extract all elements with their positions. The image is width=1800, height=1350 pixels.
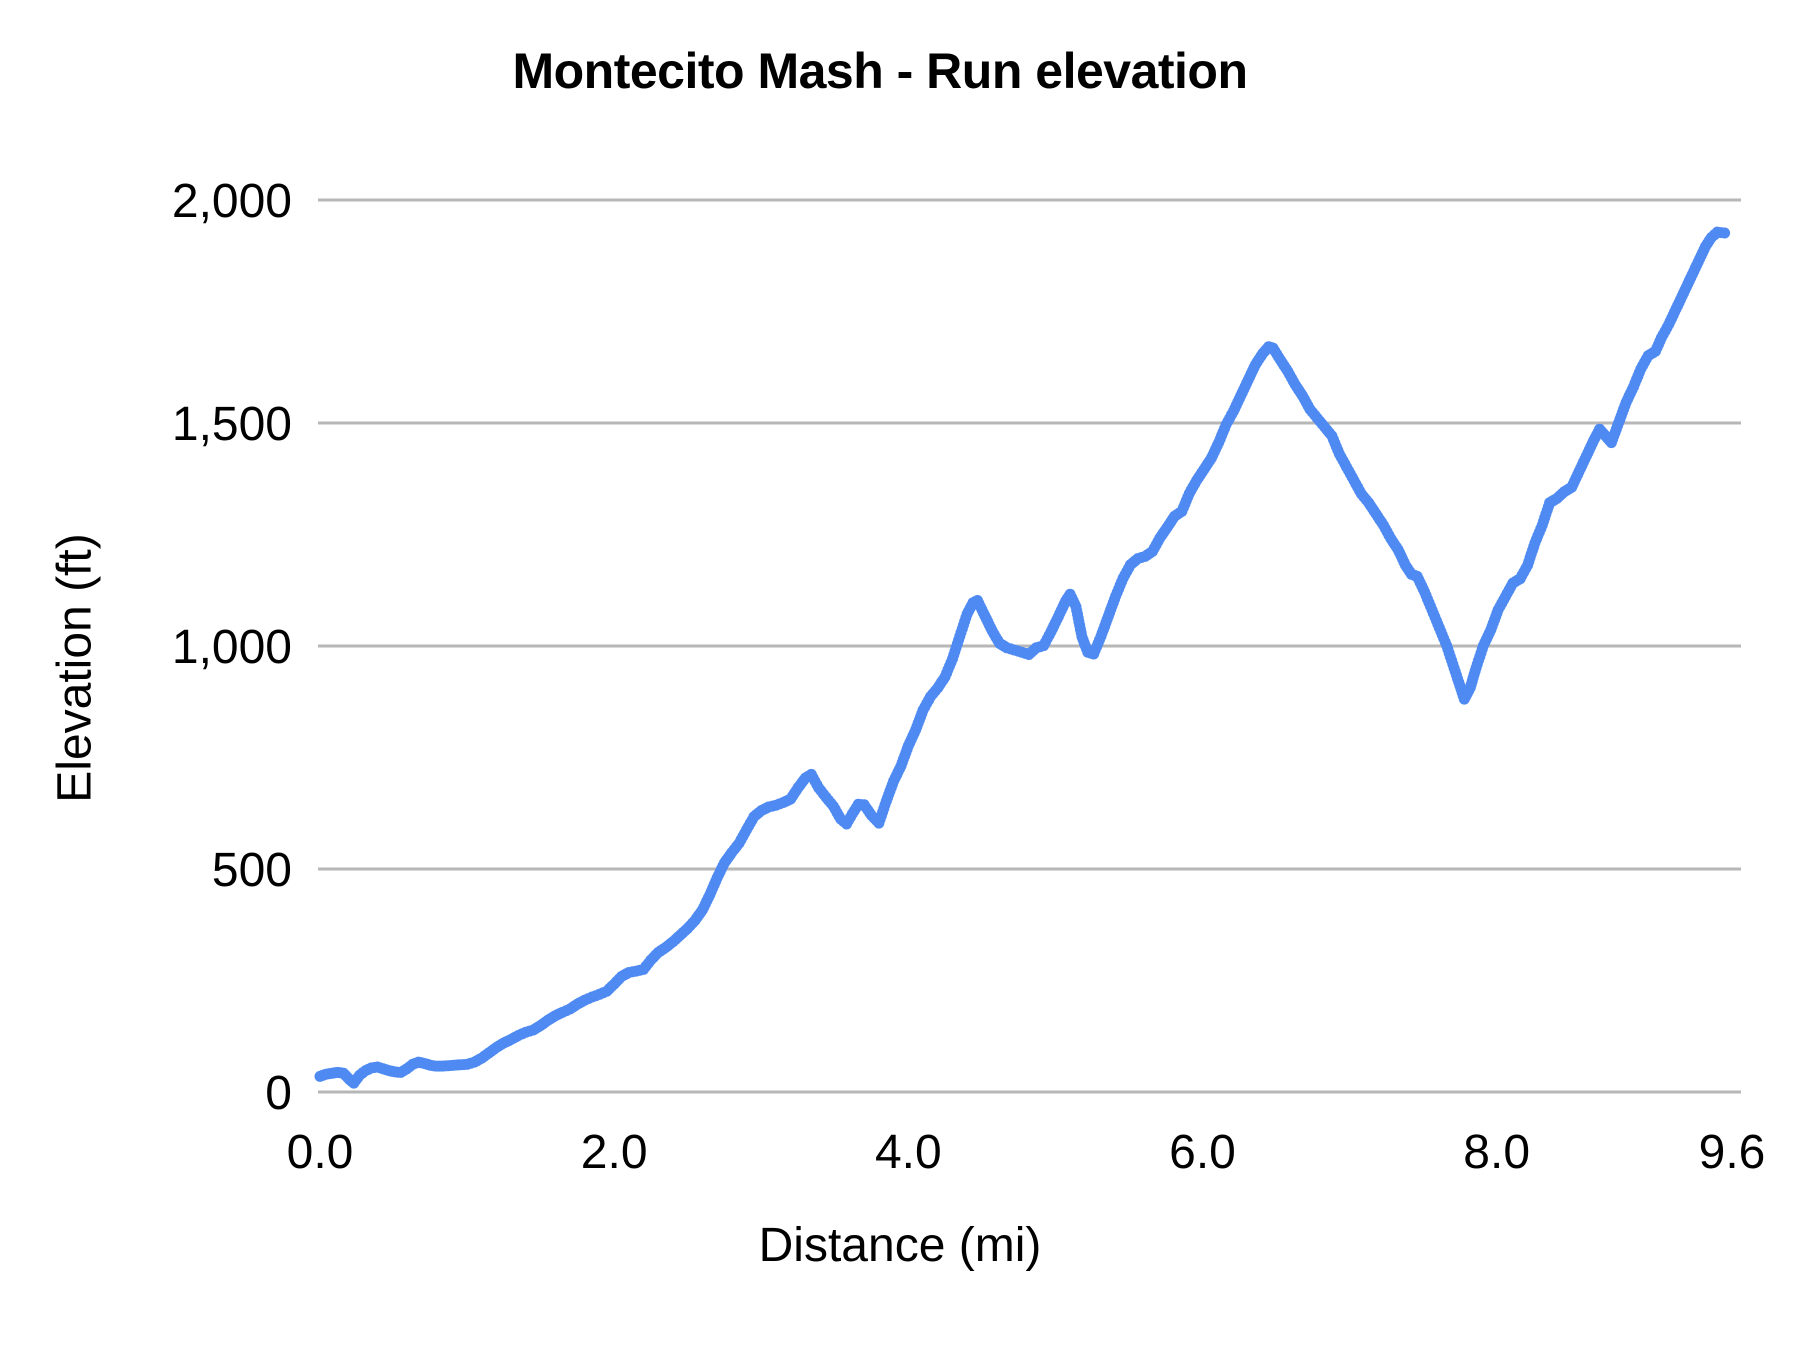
x-axis-title: Distance (mi) xyxy=(758,1219,1042,1272)
x-tick-label: 0.0 xyxy=(287,1126,354,1179)
x-tick-label: 8.0 xyxy=(1463,1126,1530,1179)
y-tick-label: 0 xyxy=(265,1067,292,1120)
elevation-series xyxy=(314,226,1731,1089)
y-axis-tick-labels: 0 500 1,000 1,500 2,000 xyxy=(172,175,292,1120)
x-tick-label: 9.6 xyxy=(1699,1126,1766,1179)
x-axis-tick-labels: 0.0 2.0 4.0 6.0 8.0 9.6 xyxy=(287,1126,1766,1179)
y-tick-label: 2,000 xyxy=(172,175,292,228)
data-point xyxy=(1719,227,1731,239)
gridlines xyxy=(318,198,1741,1094)
x-tick-label: 2.0 xyxy=(581,1126,648,1179)
y-tick-label: 1,500 xyxy=(172,398,292,451)
chart-title: Montecito Mash - Run elevation xyxy=(512,43,1248,99)
y-tick-label: 500 xyxy=(212,844,292,897)
x-tick-label: 4.0 xyxy=(875,1126,942,1179)
y-tick-label: 1,000 xyxy=(172,621,292,674)
x-tick-label: 6.0 xyxy=(1169,1126,1236,1179)
